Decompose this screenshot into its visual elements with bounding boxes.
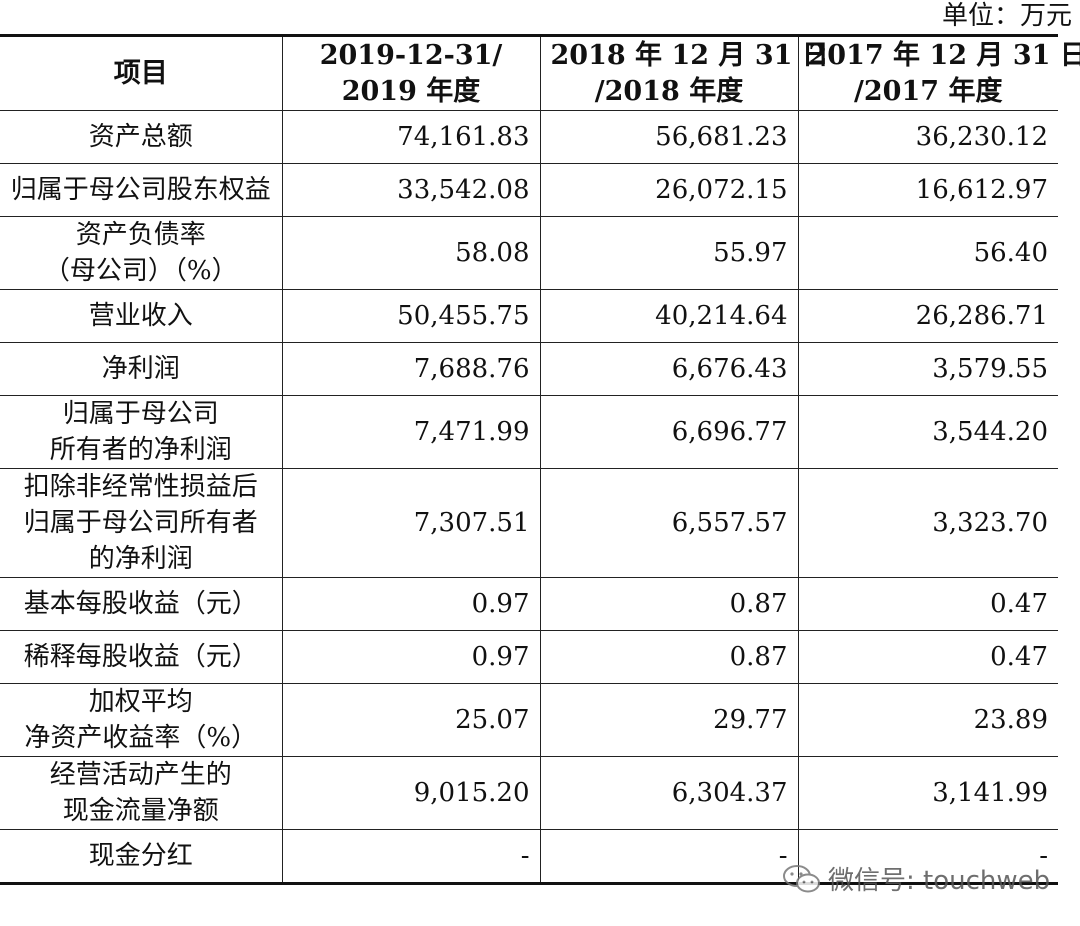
value-2019: 58.08: [281, 216, 541, 290]
value-2018: 6,696.77: [539, 395, 799, 469]
table-row: 现金分红 - - -: [0, 829, 1058, 885]
row-label-line: 现金分红: [88, 841, 193, 871]
value-2017: 36,230.12: [797, 110, 1058, 164]
value-2017: 23.89: [797, 683, 1058, 757]
row-label-line: 归属于母公司所有者: [23, 508, 258, 538]
value-2018: 29.77: [539, 683, 799, 757]
table-row: 营业收入 50,455.75 40,214.64 26,286.71: [0, 289, 1058, 343]
value-2018: 6,676.43: [539, 342, 799, 396]
row-label-line: 营业收入: [88, 301, 193, 331]
value-2018: 56,681.23: [539, 110, 799, 164]
table-row: 稀释每股收益（元） 0.97 0.87 0.47: [0, 630, 1058, 684]
row-label-line: 资产总额: [88, 122, 193, 152]
row-label-line: 稀释每股收益（元）: [23, 642, 258, 672]
value-2019: 9,015.20: [281, 756, 541, 830]
row-label-line: 加权平均: [88, 687, 193, 717]
value-2019: 0.97: [281, 577, 541, 631]
table-row: 净利润 7,688.76 6,676.43 3,579.55: [0, 342, 1058, 396]
row-label-line: 资产负债率: [75, 220, 206, 250]
header-2019-line: 2019 年度: [341, 75, 481, 107]
value-2019: 7,688.76: [281, 342, 541, 396]
header-2018-line: /2018 年度: [594, 75, 744, 107]
watermark-text: 微信号: touchweb: [828, 866, 1051, 896]
value-2017: 3,323.70: [797, 468, 1058, 578]
header-item: 项目: [0, 34, 283, 111]
value-2018: 26,072.15: [539, 163, 799, 217]
row-label: 稀释每股收益（元）: [0, 630, 283, 684]
value-2019: -: [281, 829, 541, 885]
value-2017: 26,286.71: [797, 289, 1058, 343]
row-label: 净利润: [0, 342, 283, 396]
unit-label: 单位：万元: [941, 1, 1072, 31]
row-label-line: 归属于母公司股东权益: [10, 175, 271, 205]
row-label-line: 的净利润: [88, 544, 193, 574]
value-2018: 0.87: [539, 630, 799, 684]
row-label: 资产总额: [0, 110, 283, 164]
value-2017: 3,141.99: [797, 756, 1058, 830]
row-label-line: 净资产收益率（%）: [24, 723, 258, 753]
table-row: 基本每股收益（元） 0.97 0.87 0.47: [0, 577, 1058, 631]
row-label-line: 现金流量净额: [62, 796, 219, 826]
row-label-line: 基本每股收益（元）: [23, 589, 258, 619]
value-2018: 0.87: [539, 577, 799, 631]
table-row: 归属于母公司 所有者的净利润 7,471.99 6,696.77 3,544.20: [0, 395, 1058, 469]
value-2018: 55.97: [539, 216, 799, 290]
row-label-line: 净利润: [101, 354, 180, 384]
value-2019: 74,161.83: [281, 110, 541, 164]
header-2017-line: 2017 年 12 月 31 日: [808, 39, 1080, 71]
row-label: 扣除非经常性损益后 归属于母公司所有者 的净利润: [0, 468, 283, 578]
value-2019: 7,471.99: [281, 395, 541, 469]
row-label: 营业收入: [0, 289, 283, 343]
value-2019: 7,307.51: [281, 468, 541, 578]
financial-summary-table: 项目 2019-12-31/ 2019 年度 2018 年 12 月 31 日 …: [0, 34, 1080, 885]
value-2018: 40,214.64: [539, 289, 799, 343]
value-2018: 6,304.37: [539, 756, 799, 830]
row-label: 资产负债率 （母公司）（%）: [0, 216, 283, 290]
value-2019: 0.97: [281, 630, 541, 684]
value-2017: -: [797, 829, 1058, 885]
header-2019-line: 2019-12-31/: [319, 39, 503, 71]
value-2017: 0.47: [797, 577, 1058, 631]
value-2017: 3,544.20: [797, 395, 1058, 469]
row-label-line: 归属于母公司: [62, 399, 219, 429]
value-2018: 6,557.57: [539, 468, 799, 578]
table-row: 加权平均 净资产收益率（%） 25.07 29.77 23.89: [0, 683, 1058, 757]
row-label-line: 经营活动产生的: [49, 760, 232, 790]
value-2017: 16,612.97: [797, 163, 1058, 217]
row-label: 经营活动产生的 现金流量净额: [0, 756, 283, 830]
row-label-line: 扣除非经常性损益后: [23, 472, 258, 502]
header-2018-line: 2018 年 12 月 31 日: [550, 39, 829, 71]
table-row: 扣除非经常性损益后 归属于母公司所有者 的净利润 7,307.51 6,557.57 3,…: [0, 468, 1058, 578]
row-label: 归属于母公司 所有者的净利润: [0, 395, 283, 469]
value-2017: 0.47: [797, 630, 1058, 684]
table-row: 经营活动产生的 现金流量净额 9,015.20 6,304.37 3,141.99: [0, 756, 1058, 830]
header-2018: 2018 年 12 月 31 日 /2018 年度: [539, 34, 829, 111]
value-2017: 56.40: [797, 216, 1058, 290]
row-label-line: 所有者的净利润: [49, 435, 232, 465]
table-row: 归属于母公司股东权益 33,542.08 26,072.15 16,612.97: [0, 163, 1058, 217]
table-header-row: 项目 2019-12-31/ 2019 年度 2018 年 12 月 31 日 …: [0, 34, 1080, 111]
header-2019: 2019-12-31/ 2019 年度: [281, 34, 541, 111]
row-label: 基本每股收益（元）: [0, 577, 283, 631]
value-2019: 33,542.08: [281, 163, 541, 217]
row-label: 现金分红: [0, 829, 283, 885]
value-2019: 50,455.75: [281, 289, 541, 343]
wechat-icon: [783, 864, 820, 892]
value-2017: 3,579.55: [797, 342, 1058, 396]
value-2018: -: [539, 829, 799, 885]
table-row: 资产负债率 （母公司）（%） 58.08 55.97 56.40: [0, 216, 1058, 290]
header-2017-line: /2017 年度: [854, 75, 1003, 107]
table-row: 资产总额 74,161.83 56,681.23 36,230.12: [0, 110, 1058, 164]
row-label: 归属于母公司股东权益: [0, 163, 283, 217]
row-label-line: （母公司）（%）: [43, 256, 238, 286]
watermark: 微信号: touchweb: [782, 860, 1050, 897]
header-2017: 2017 年 12 月 31 日 /2017 年度: [797, 34, 1080, 111]
row-label: 加权平均净资产收益率（%）: [0, 683, 283, 757]
value-2019: 25.07: [281, 683, 541, 757]
